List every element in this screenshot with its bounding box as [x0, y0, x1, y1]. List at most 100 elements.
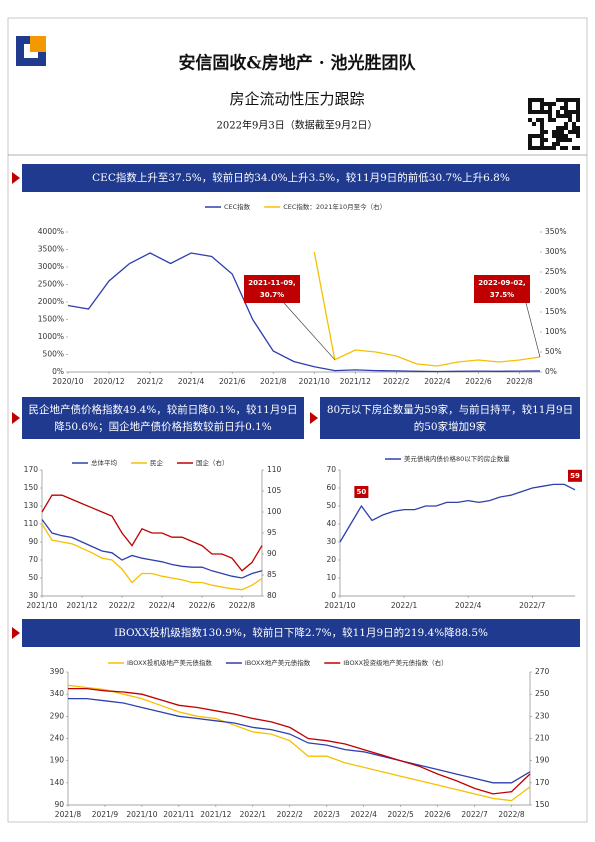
qr-cell [564, 106, 568, 110]
qr-cell [528, 142, 532, 146]
y2-tick-label: 110 [267, 465, 282, 474]
banner-text: 的50家增加9家 [414, 420, 487, 433]
y-tick-label: 2500% [38, 280, 64, 289]
qr-cell [572, 130, 576, 134]
qr-cell [532, 98, 536, 102]
qr-cell [552, 102, 556, 106]
y-tick-label: 3500% [38, 245, 64, 254]
x-tick-label: 2022/2 [109, 601, 136, 610]
y-tick-label: 70 [326, 465, 336, 474]
qr-cell [544, 146, 548, 150]
qr-cell [528, 110, 532, 114]
qr-cell [540, 130, 544, 134]
logo [16, 36, 46, 66]
qr-cell [572, 146, 576, 150]
qr-cell [564, 98, 568, 102]
qr-cell [576, 102, 580, 106]
qr-cell [568, 138, 572, 142]
qr-cell [576, 126, 580, 130]
x-tick-label: 2022/7 [461, 810, 488, 819]
x-tick-label: 2021/10 [126, 810, 157, 819]
qr-cell [564, 110, 568, 114]
x-tick-label: 2022/2 [277, 810, 304, 819]
legend-label: IBOXX投资级地产美元债指数（右） [343, 658, 447, 667]
qr-cell [556, 98, 560, 102]
y-tick-label: 50 [326, 501, 336, 510]
y-tick-label: 500% [43, 350, 64, 359]
series-line [41, 519, 263, 579]
y-tick-label: 190 [50, 756, 65, 765]
banner-3: 80元以下房企数量为59家，与前日持平，较11月9日 的50家增加9家 [310, 397, 580, 439]
qr-cell [576, 98, 580, 102]
qr-cell [568, 110, 572, 114]
x-tick-label: 2022/6 [189, 601, 216, 610]
data-label-box [568, 469, 582, 482]
y2-tick-label: 50% [545, 347, 562, 356]
qr-cell [536, 118, 540, 122]
qr-cell [540, 138, 544, 142]
annotation-leader [283, 302, 336, 360]
data-label: 50 [356, 488, 366, 496]
qr-cell [576, 110, 580, 114]
y2-tick-label: 85 [267, 570, 277, 579]
data-label: 59 [570, 472, 580, 480]
y-tick-label: 20 [326, 555, 336, 564]
qr-cell [528, 146, 532, 150]
qr-cell [540, 146, 544, 150]
legend-label: 国企（右） [196, 458, 229, 467]
qr-cell [532, 134, 536, 138]
y-tick-label: 40 [326, 519, 336, 528]
annotation-text: 37.5% [490, 291, 514, 299]
qr-cell [528, 118, 532, 122]
qr-cell [540, 98, 544, 102]
qr-cell [528, 106, 532, 110]
series-line [68, 687, 531, 795]
y2-tick-label: 150 [535, 800, 550, 809]
qr-cell [544, 102, 548, 106]
annotation-box [474, 275, 530, 303]
banner-1: CEC指数上升至37.5%，较前日的34.0%上升3.5%，较11月9日的前低3… [12, 164, 580, 192]
qr-cell [540, 126, 544, 130]
y-tick-label: 170 [24, 465, 39, 474]
y2-tick-label: 270 [535, 667, 550, 676]
qr-cell [540, 102, 544, 106]
qr-cell [556, 126, 560, 130]
y-tick-label: 90 [54, 800, 64, 809]
y-tick-label: 240 [50, 734, 65, 743]
qr-cell [568, 118, 572, 122]
qr-cell [560, 106, 564, 110]
annotation-text: 2022-09-02, [478, 279, 525, 287]
y2-tick-label: 100% [545, 327, 566, 336]
x-tick-label: 2021/12 [200, 810, 231, 819]
x-tick-label: 2022/4 [149, 601, 176, 610]
y2-tick-label: 95 [267, 528, 277, 537]
banner-4: IBOXX投机级指数130.9%，较前日下降2.7%，较11月9日的219.4%… [12, 619, 580, 647]
annotation-text: 30.7% [260, 291, 284, 299]
qr-cell [552, 118, 556, 122]
qr-cell [572, 98, 576, 102]
qr-cell [564, 126, 568, 130]
y2-tick-label: 190 [535, 756, 550, 765]
y2-tick-label: 150% [545, 307, 566, 316]
y-tick-label: 150 [24, 483, 39, 492]
qr-cell [576, 130, 580, 134]
series-line [68, 697, 531, 784]
x-tick-label: 2022/5 [387, 810, 414, 819]
qr-cell [536, 110, 540, 114]
qr-cell [556, 114, 560, 118]
y2-tick-label: 250% [545, 267, 566, 276]
qr-cell [556, 138, 560, 142]
qr-cell [552, 130, 556, 134]
y-tick-label: 90 [28, 537, 38, 546]
qr-cell [528, 138, 532, 142]
qr-cell [556, 134, 560, 138]
x-tick-label: 2020/12 [93, 377, 124, 386]
x-tick-label: 2021/2 [137, 377, 164, 386]
x-tick-label: 2022/1 [240, 810, 267, 819]
qr-cell [548, 114, 552, 118]
y2-tick-label: 250 [535, 689, 550, 698]
y2-tick-label: 300% [545, 247, 566, 256]
y-tick-label: 290 [50, 711, 65, 720]
qr-cell [576, 118, 580, 122]
